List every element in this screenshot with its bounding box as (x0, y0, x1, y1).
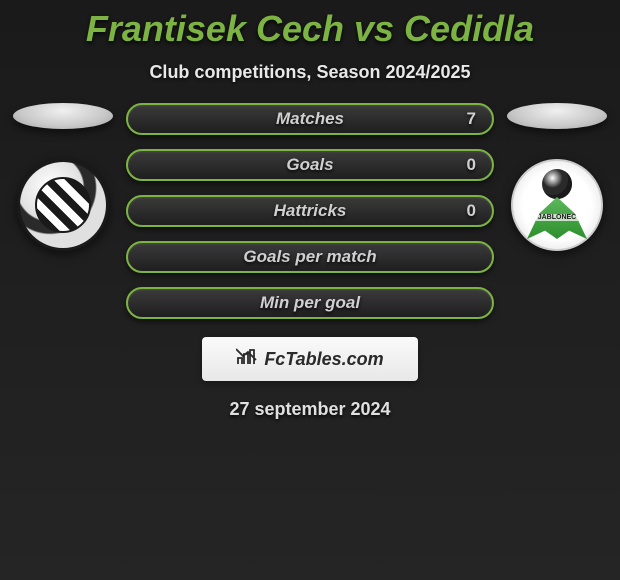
stat-row-min-per-goal: Min per goal (126, 287, 494, 319)
left-player-column (8, 103, 118, 251)
stat-row-goals-per-match: Goals per match (126, 241, 494, 273)
left-team-crest (17, 159, 109, 251)
right-player-disc (507, 103, 607, 129)
stat-label: Matches (276, 109, 344, 129)
left-player-disc (13, 103, 113, 129)
right-player-column: JABLONEC (502, 103, 612, 251)
stat-label: Goals per match (243, 247, 376, 267)
stats-list: Matches 7 Goals 0 Hattricks 0 Goals per … (118, 103, 502, 319)
branding-text: FcTables.com (264, 349, 383, 370)
stat-label: Min per goal (260, 293, 360, 313)
stat-row-goals: Goals 0 (126, 149, 494, 181)
right-crest-label: JABLONEC (536, 214, 579, 221)
right-team-crest: JABLONEC (511, 159, 603, 251)
stat-row-hattricks: Hattricks 0 (126, 195, 494, 227)
page-title: Frantisek Cech vs Cedidla (0, 0, 620, 50)
chart-icon (236, 346, 258, 372)
stat-label: Goals (286, 155, 333, 175)
subtitle: Club competitions, Season 2024/2025 (0, 62, 620, 83)
date-text: 27 september 2024 (0, 399, 620, 420)
stat-value-right: 0 (467, 155, 476, 175)
stat-row-matches: Matches 7 (126, 103, 494, 135)
branding-badge[interactable]: FcTables.com (202, 337, 418, 381)
stat-value-right: 0 (467, 201, 476, 221)
stat-label: Hattricks (274, 201, 347, 221)
stat-value-right: 7 (467, 109, 476, 129)
comparison-content: Matches 7 Goals 0 Hattricks 0 Goals per … (0, 83, 620, 319)
